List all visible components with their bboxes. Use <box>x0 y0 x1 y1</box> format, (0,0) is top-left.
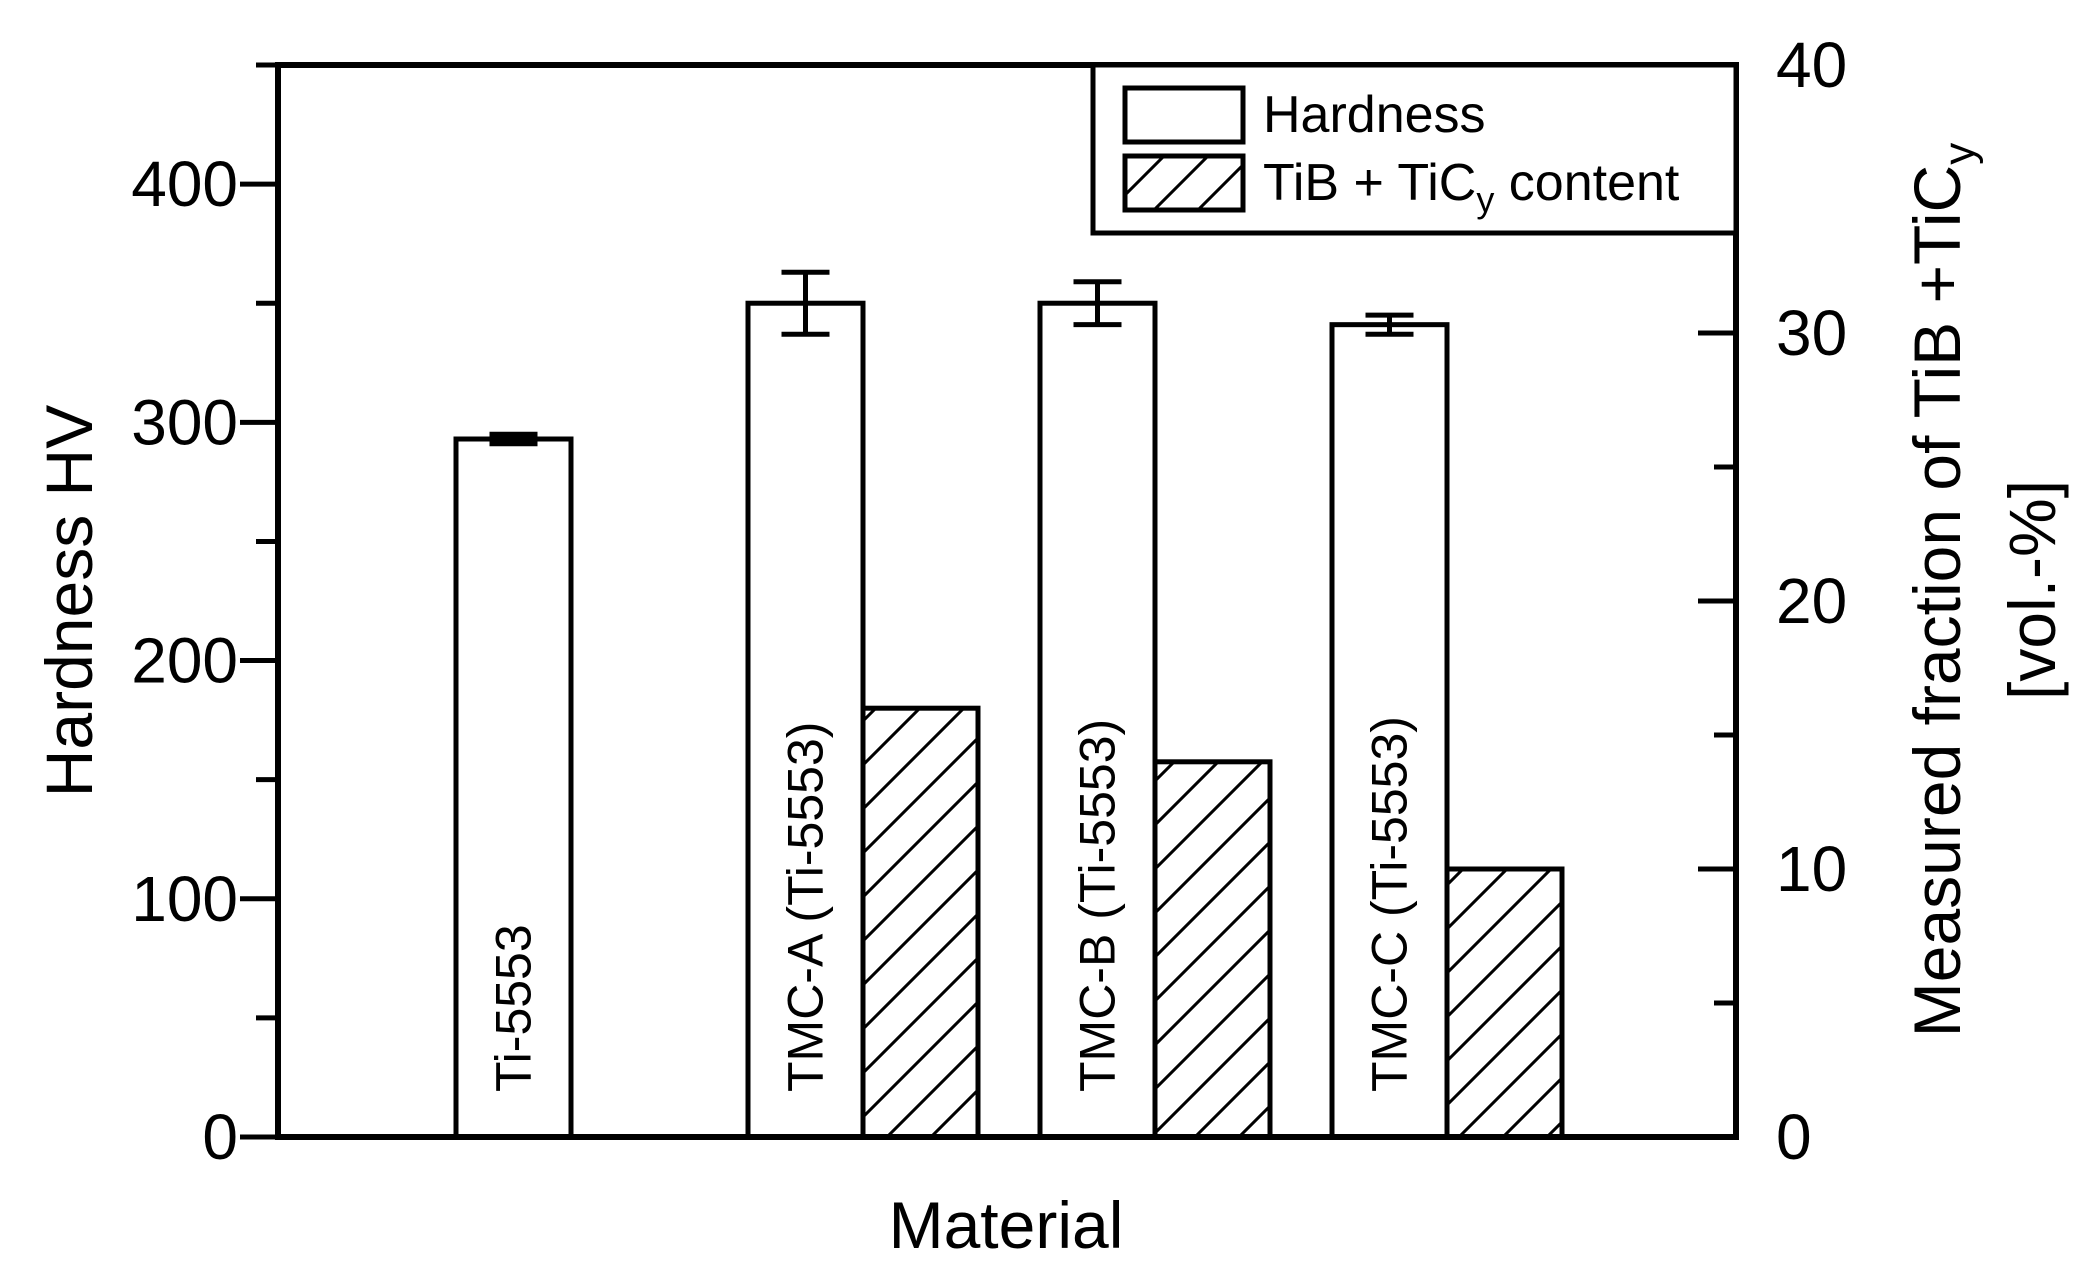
legend-label-hardness: Hardness <box>1263 86 1486 144</box>
right-y-tick-label-0: 0 <box>1776 1101 1812 1173</box>
left-y-tick-label-300: 300 <box>131 386 238 458</box>
right-y-tick-label-30: 30 <box>1776 297 1847 369</box>
right-y-axis-title-subscript: y <box>1935 143 1984 165</box>
hardness-bar-2 <box>1037 300 1158 1140</box>
legend-label-content: TiB + TiCy content <box>1263 154 1680 220</box>
legend-swatch-content <box>1122 153 1246 213</box>
bar-category-label-0: Ti-5553 <box>486 924 542 1092</box>
left-y-tick-label-400: 400 <box>131 148 238 220</box>
left-y-ticks: 0 100 200 300 400 <box>131 62 278 1173</box>
legend-swatch-hardness <box>1122 85 1246 145</box>
hardness-bar-1 <box>745 300 866 1140</box>
legend-label-content-subscript: y <box>1476 179 1494 220</box>
content-bar-3 <box>1444 866 1565 1140</box>
left-y-tick-label-100: 100 <box>131 863 238 935</box>
right-y-axis-title-main: Measured fraction of TiB +TiC <box>1900 165 1974 1037</box>
bar-category-label-3: TMC-C (Ti-5553) <box>1362 716 1418 1092</box>
left-y-axis-title: Hardness HV <box>32 405 106 798</box>
right-y-axis-title-line2: [vol.-%] <box>1995 480 2069 700</box>
bar-category-label-2: TMC-B (Ti-5553) <box>1070 719 1126 1092</box>
legend-label-content-suffix: content <box>1494 154 1680 212</box>
error-bars-group <box>489 269 1414 447</box>
content-bar-2 <box>1152 759 1273 1140</box>
bars-group <box>453 300 1565 1140</box>
legend: Hardness TiB + TiCy content <box>1090 62 1739 236</box>
right-y-tick-label-40: 40 <box>1776 29 1847 101</box>
right-y-tick-label-20: 20 <box>1776 565 1847 637</box>
hardness-bar-0 <box>453 436 574 1140</box>
hardness-bar-3 <box>1329 322 1450 1140</box>
left-y-tick-label-0: 0 <box>202 1101 238 1173</box>
x-axis-title: Material <box>889 1188 1124 1262</box>
bar-category-label-1: TMC-A (Ti-5553) <box>778 722 834 1092</box>
bar-labels-group: Ti-5553 TMC-A (Ti-5553) TMC-B (Ti-5553) TMC… <box>486 716 1418 1092</box>
right-y-tick-label-10: 10 <box>1776 833 1847 905</box>
legend-label-content-prefix: TiB + TiC <box>1263 154 1476 212</box>
right-y-axis-title-line1: Measured fraction of TiB +TiCy <box>1900 143 1984 1037</box>
left-y-tick-label-200: 200 <box>131 625 238 697</box>
content-bar-1 <box>860 705 981 1140</box>
